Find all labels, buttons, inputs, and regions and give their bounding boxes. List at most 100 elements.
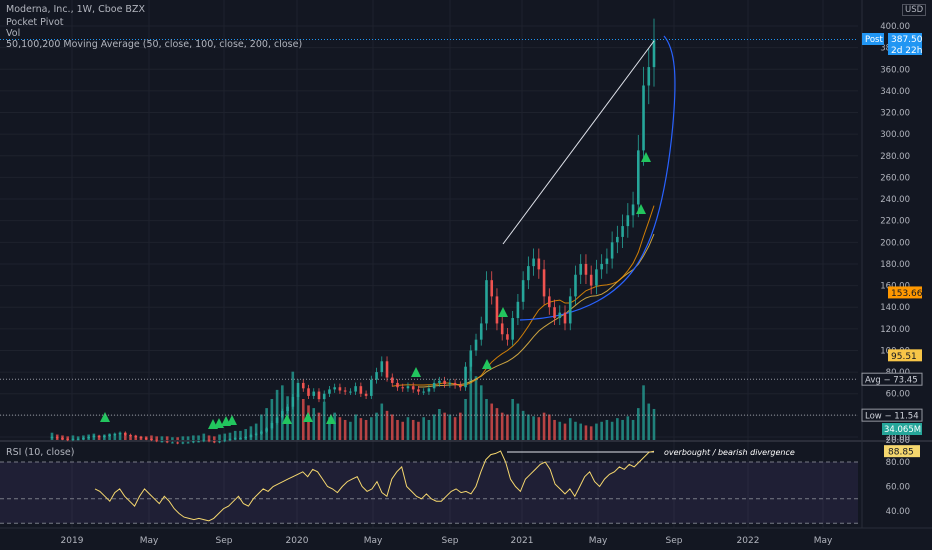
price-tick-label: 180.00: [880, 260, 910, 270]
volume-bar: [390, 414, 394, 440]
volume-bar: [527, 414, 530, 440]
symbol-title[interactable]: Moderna, Inc., 1W, Cboe BZX: [6, 4, 145, 15]
volume-bar: [647, 403, 651, 440]
candle-body: [312, 391, 316, 396]
pocket-pivot-marker: [641, 152, 651, 162]
volume-bar: [453, 417, 457, 440]
candle-body: [558, 312, 562, 319]
rsi-pane-background: [0, 440, 932, 524]
volume-bar: [66, 436, 70, 440]
rsi-tag: 88.85: [888, 448, 914, 458]
time-axis-label: 2020: [286, 536, 309, 546]
volume-bar: [427, 419, 431, 440]
price-tick-label: 360.00: [880, 65, 910, 75]
volume-bar: [432, 414, 436, 440]
indicator-moving-average[interactable]: 50,100,200 Moving Average (50, close, 10…: [6, 39, 303, 50]
indicator-pocket-pivot[interactable]: Pocket Pivot: [6, 17, 64, 28]
candle-body: [275, 417, 279, 423]
candle-body: [359, 386, 363, 394]
volume-bar: [600, 421, 603, 440]
volume-bar: [621, 419, 624, 440]
post-value-bg: [888, 33, 922, 55]
price-tick-label-low: 20.00: [886, 436, 910, 446]
candle-body: [605, 258, 609, 264]
candle-body: [87, 437, 90, 439]
volume-bar: [186, 436, 190, 440]
candle-body: [438, 380, 441, 383]
candle-body: [171, 442, 174, 444]
candle-body: [343, 390, 347, 392]
candle-body: [155, 440, 158, 442]
candle-body: [202, 440, 206, 442]
volume-bar: [464, 399, 467, 440]
pocket-pivot-marker: [482, 359, 492, 369]
volume-bar: [558, 421, 562, 440]
post-value: 387.50: [891, 35, 923, 45]
volume-bar: [579, 423, 583, 440]
volume-bar: [548, 414, 551, 440]
candle-body: [176, 442, 179, 444]
candle-body: [411, 386, 415, 390]
candle-body: [233, 438, 237, 440]
pocket-pivot-marker: [636, 204, 646, 214]
volume-bar: [129, 435, 132, 440]
time-axis-label: Sep: [666, 536, 683, 546]
volume-bar: [150, 435, 153, 440]
volume-bar: [506, 414, 509, 440]
candle-body: [563, 312, 567, 324]
volume-bar: [296, 394, 300, 440]
candle-body: [97, 435, 101, 437]
volume-tag: 34.065M: [884, 425, 921, 435]
candle-body: [479, 323, 483, 340]
volume-bar: [265, 408, 268, 440]
volume-bar: [317, 412, 321, 440]
ma200-tag: 95.51: [891, 352, 917, 362]
candle-body: [239, 438, 242, 440]
candle-body: [548, 296, 551, 308]
time-axis-label: 2019: [61, 536, 84, 546]
price-trendline: [502, 40, 655, 245]
candle-body: [610, 242, 614, 259]
volume-bar: [532, 416, 535, 440]
candle-body: [307, 388, 310, 396]
pocket-pivot-marker: [303, 412, 313, 422]
volume-bar: [113, 433, 117, 440]
volume-bar: [155, 436, 158, 440]
candle-body: [616, 236, 619, 243]
candle-body: [181, 442, 185, 444]
candle-body: [103, 435, 106, 437]
candle-body: [579, 263, 583, 275]
volume-bar: [642, 385, 645, 440]
price-tick-label: 120.00: [880, 325, 910, 335]
candle-body: [574, 274, 577, 297]
price-tick-label: 240.00: [880, 195, 910, 205]
currency-label[interactable]: USD: [902, 4, 927, 16]
candle-body: [553, 307, 556, 319]
candle-body: [118, 432, 122, 434]
volume-bar: [359, 418, 363, 440]
candle-body: [422, 391, 425, 393]
indicator-volume[interactable]: Vol: [6, 28, 21, 39]
volume-bar: [218, 434, 221, 440]
volume-bar: [375, 412, 378, 440]
candle-body: [406, 386, 410, 389]
price-tick-label: 220.00: [880, 217, 910, 227]
volume-bar: [301, 399, 305, 440]
candle-body: [260, 431, 263, 434]
volume-bar: [349, 421, 352, 440]
volume-bar: [275, 389, 279, 440]
pocket-pivot-marker: [282, 414, 292, 424]
volume-bar: [192, 435, 195, 440]
volume-bar: [171, 437, 174, 440]
pocket-pivot-marker: [100, 412, 110, 422]
volume-bar: [495, 408, 499, 440]
volume-bar: [244, 429, 247, 440]
rsi-band: [0, 462, 858, 524]
candle-body: [443, 380, 446, 385]
volume-bar: [76, 436, 80, 440]
volume-bar: [322, 401, 326, 440]
candle-body: [647, 67, 651, 86]
indicator-rsi[interactable]: RSI (10, close): [6, 447, 75, 458]
